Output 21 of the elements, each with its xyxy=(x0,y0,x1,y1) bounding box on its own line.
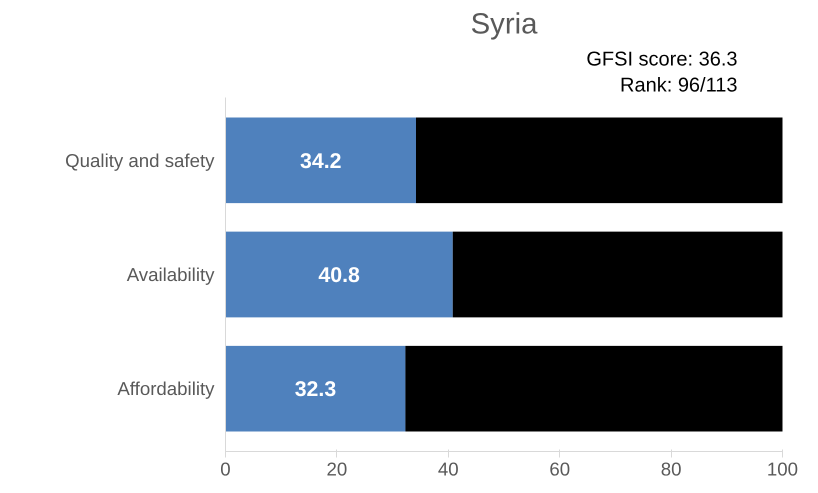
bar xyxy=(405,346,782,432)
bar xyxy=(226,232,453,318)
data-label: 40.8 xyxy=(318,263,360,287)
x-tick-label: 80 xyxy=(660,458,682,480)
x-tick-label: 0 xyxy=(220,458,231,480)
chart-title: Syria xyxy=(470,8,538,40)
x-tick-label: 20 xyxy=(326,458,348,480)
data-label: 32.3 xyxy=(294,377,336,402)
text: Rank: 96/113 xyxy=(620,74,738,96)
bar xyxy=(226,346,406,432)
data-label: 34.2 xyxy=(300,148,342,173)
y-tick-label: Quality and safety xyxy=(65,150,216,171)
bar xyxy=(226,117,416,204)
x-tick-label: 60 xyxy=(549,458,570,480)
y-tick-label: Affordability xyxy=(117,378,216,400)
text: GFSI score: 36.3 xyxy=(586,48,738,70)
bar xyxy=(452,232,782,318)
y-tick-label: Availability xyxy=(126,264,216,285)
x-tick-label: 100 xyxy=(766,458,798,480)
x-tick-label: 40 xyxy=(438,458,459,480)
bar xyxy=(416,117,782,204)
